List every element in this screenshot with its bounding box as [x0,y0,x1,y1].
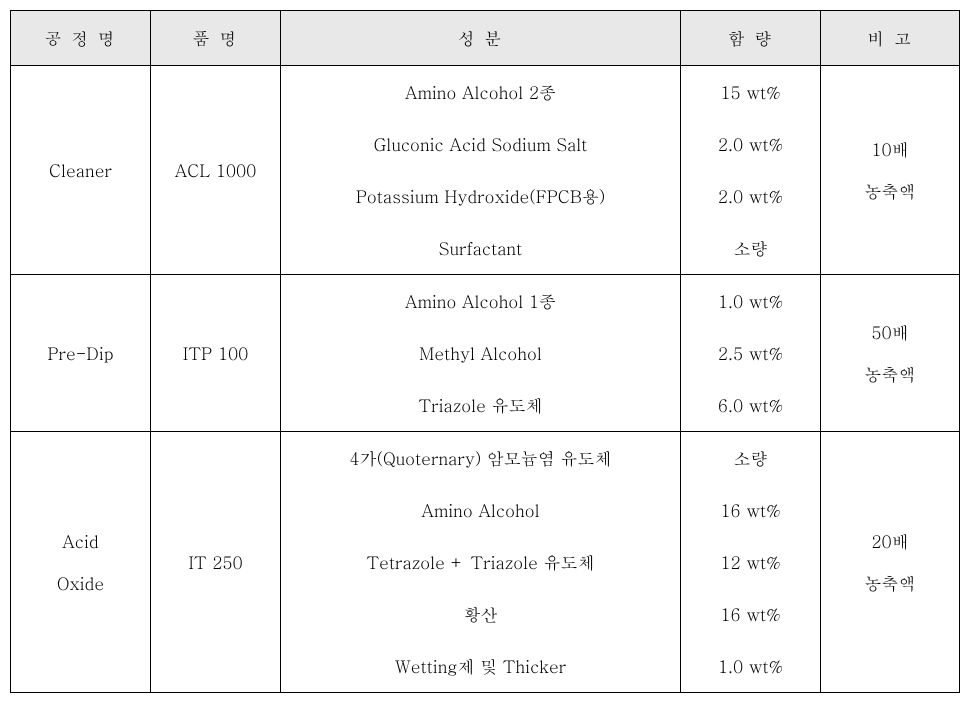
table-row: Cleaner ACL 1000 Amino Alcohol 2종 15 wt%… [11,66,960,119]
process-line1: Acid [62,529,98,553]
cell-product: ITP 100 [151,275,281,432]
cell-component: Surfactant [281,222,681,275]
cell-component: 4가(Quoternary) 암모늄염 유도체 [281,432,681,485]
cell-component: Amino Alcohol [281,484,681,536]
cell-component: Methyl Alcohol [281,327,681,379]
table-header-row: 공 정 명 품 명 성 분 함 량 비 고 [11,11,960,66]
cell-note: 10배 농축액 [821,66,960,275]
cell-amount: 1.0 wt% [681,640,821,693]
header-process: 공 정 명 [11,11,151,66]
cell-process: Acid Oxide [11,432,151,693]
cell-amount: 12 wt% [681,536,821,588]
table-row: Pre-Dip ITP 100 Amino Alcohol 1종 1.0 wt%… [11,275,960,328]
cell-component: Triazole 유도체 [281,379,681,432]
cell-amount: 2.0 wt% [681,118,821,170]
cell-component: Amino Alcohol 2종 [281,66,681,119]
note-line2: 농축액 [865,179,916,203]
note-line1: 50배 [871,320,908,344]
cell-note: 50배 농축액 [821,275,960,432]
cell-component: Tetrazole + Triazole 유도체 [281,536,681,588]
cell-product: ACL 1000 [151,66,281,275]
cell-process: Cleaner [11,66,151,275]
cell-amount: 1.0 wt% [681,275,821,328]
cell-component: Gluconic Acid Sodium Salt [281,118,681,170]
cell-amount: 2.0 wt% [681,170,821,222]
cell-amount: 소량 [681,222,821,275]
process-line2: Oxide [57,571,104,595]
note-line1: 20배 [871,529,908,553]
header-amount: 함 량 [681,11,821,66]
header-note: 비 고 [821,11,960,66]
cell-component: Wetting제 및 Thicker [281,640,681,693]
cell-amount: 6.0 wt% [681,379,821,432]
cell-product: IT 250 [151,432,281,693]
note-line2: 농축액 [865,362,916,386]
cell-amount: 2.5 wt% [681,327,821,379]
note-line2: 농축액 [865,571,916,595]
cell-note: 20배 농축액 [821,432,960,693]
header-product: 품 명 [151,11,281,66]
cell-amount: 16 wt% [681,484,821,536]
cell-amount: 15 wt% [681,66,821,119]
cell-process: Pre-Dip [11,275,151,432]
cell-component: 황산 [281,588,681,640]
header-component: 성 분 [281,11,681,66]
cell-amount: 소량 [681,432,821,485]
note-line1: 10배 [871,137,908,161]
table-row: Acid Oxide IT 250 4가(Quoternary) 암모늄염 유도… [11,432,960,485]
cell-component: Potassium Hydroxide(FPCB용) [281,170,681,222]
process-table: 공 정 명 품 명 성 분 함 량 비 고 Cleaner ACL 1000 A… [10,10,960,693]
cell-component: Amino Alcohol 1종 [281,275,681,328]
cell-amount: 16 wt% [681,588,821,640]
